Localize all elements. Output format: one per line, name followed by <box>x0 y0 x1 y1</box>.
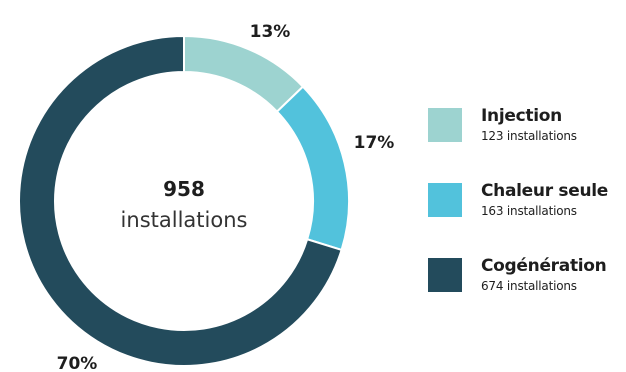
legend-item-cogeneration: Cogénération 674 installations <box>428 256 624 294</box>
donut-slice-injection <box>183 34 305 114</box>
legend-swatch-chaleur-seule <box>428 183 462 217</box>
percent-label-cogeneration: 70% <box>57 354 98 372</box>
legend-item-injection: Injection 123 installations <box>428 106 624 144</box>
donut-slice-cogeneration <box>18 34 343 367</box>
legend-item-chaleur-seule: Chaleur seule 163 installations <box>428 181 624 219</box>
legend-count-cogeneration: 674 installations <box>481 279 577 293</box>
legend-count-injection: 123 installations <box>481 129 577 143</box>
center-total-value: 958 <box>163 177 205 201</box>
donut-slices <box>18 34 350 367</box>
legend-label-cogeneration: Cogénération <box>481 256 607 276</box>
legend: Injection 123 installations Chaleur seul… <box>428 106 624 331</box>
percent-label-chaleur-seule: 17% <box>354 133 395 153</box>
percent-label-injection: 13% <box>250 22 291 42</box>
legend-label-chaleur-seule: Chaleur seule <box>481 181 609 201</box>
legend-swatch-cogeneration <box>428 258 462 292</box>
center-total-label: installations <box>121 208 248 232</box>
legend-label-injection: Injection <box>481 106 562 126</box>
legend-swatch-injection <box>428 108 462 142</box>
donut-slice-chaleur-seule <box>275 85 350 252</box>
legend-count-chaleur-seule: 163 installations <box>481 204 577 218</box>
